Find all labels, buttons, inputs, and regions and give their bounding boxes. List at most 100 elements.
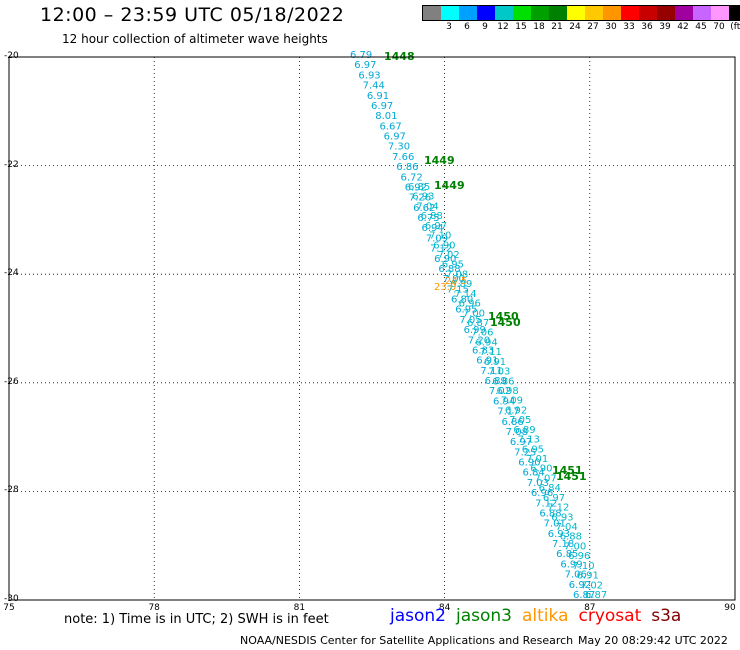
chart-subtitle: 12 hour collection of altimeter wave hei… (62, 32, 328, 46)
scale-label: 30 (605, 22, 617, 32)
scale-label: 6 (464, 22, 470, 32)
wave-height-value: 6.92 (505, 405, 527, 416)
pass-time-label: 1451 (552, 464, 583, 477)
wave-height-value: 6.86 (492, 376, 514, 387)
wave-height-value: 7.14 (454, 289, 476, 300)
scale-swatch (711, 6, 729, 20)
wave-height-value: 6.93 (548, 529, 570, 540)
wave-height-value: 6.84 (539, 483, 561, 494)
wave-height-value: 6.97 (425, 221, 447, 232)
pass-time-label: 1450 (490, 316, 521, 329)
scale-swatch (639, 6, 657, 20)
pass-time-label: 1449 (434, 179, 465, 192)
wave-height-value: 6.99 (560, 559, 582, 570)
wave-height-value: 6.99 (464, 325, 486, 336)
chart-title: 12:00 – 23:59 UTC 05/18/2022 (40, 4, 345, 26)
latitude-label: -24 (4, 268, 19, 279)
scale-swatch (729, 6, 740, 20)
scale-label: 36 (641, 22, 653, 32)
wave-height-value: 7.05 (459, 315, 481, 326)
scale-swatch (441, 6, 459, 20)
scale-swatch (495, 6, 513, 20)
longitude-label: 84 (438, 603, 451, 613)
longitude-label: 78 (148, 603, 160, 613)
generation-timestamp: May 20 08:29:42 UTC 2022 (578, 634, 728, 647)
latitude-label: -26 (4, 376, 19, 387)
wave-height-value: 6.62 (413, 203, 435, 214)
wave-height-value: 6.88 (539, 508, 561, 519)
wave-height-value: 6.83 (472, 345, 494, 356)
wave-height-value: 7.08 (446, 269, 468, 280)
scale-label: 45 (695, 22, 707, 32)
wave-height-value: 6.94 (493, 396, 515, 407)
color-scale-legend (422, 5, 740, 21)
wave-height-value: 6.89 (485, 376, 507, 387)
satellite-legend-item: cryosat (578, 606, 642, 626)
scale-label: 42 (677, 22, 689, 32)
wave-height-value: 6.87 (585, 590, 607, 601)
wave-height-value: 7.10 (572, 561, 594, 572)
pass-time-label: 1451 (556, 470, 587, 483)
scale-swatch (585, 6, 603, 20)
scale-label: 33 (623, 22, 635, 32)
wave-height-value: 6.90 (434, 254, 456, 265)
wave-height-value: 6.91 (577, 571, 599, 582)
scale-swatch (513, 6, 531, 20)
wave-height-value: 6.91 (367, 91, 389, 102)
map-frame (8, 56, 736, 601)
scale-swatch (549, 6, 567, 20)
scale-label: 9 (482, 22, 488, 32)
wave-height-value: 6.87 (467, 318, 489, 329)
scale-swatch (459, 6, 477, 20)
wave-height-value: 6.72 (400, 172, 422, 183)
wave-height-value: 6.95 (522, 444, 544, 455)
wave-height-value: 7.12 (547, 503, 569, 514)
longitude-label: 87 (584, 603, 596, 613)
satellite-legend-item: altika (522, 606, 569, 626)
wave-height-value: 7.02 (489, 386, 511, 397)
wave-height-value: 6.75 (417, 213, 439, 224)
wave-height-value: 6.97 (510, 437, 532, 448)
footer-note: note: 1) Time is in UTC; 2) SWH is in fe… (64, 612, 329, 627)
wave-height-value: 6.93 (358, 70, 380, 81)
wave-height-value: 7.09 (501, 396, 523, 407)
credit-line: NOAA/NESDIS Center for Satellite Applica… (240, 634, 574, 647)
wave-height-value: 6.97 (543, 493, 565, 504)
scale-label: 12 (497, 22, 509, 32)
wave-height-value: 6.97 (354, 60, 376, 71)
scale-swatch (423, 6, 441, 20)
satellite-legend: jason2 jason3 altika cryosat s3a (390, 606, 691, 626)
wave-height-value: 6.96 (531, 488, 553, 499)
wave-height-value: 6.80 (451, 295, 473, 306)
latitude-label: -30 (4, 594, 19, 604)
scale-label: 27 (587, 22, 599, 32)
wave-height-value: 6.89 (450, 279, 472, 290)
wave-height-value: 6.97 (384, 132, 406, 143)
wave-height-value: 6.85 (556, 549, 578, 560)
scale-swatch (567, 6, 585, 20)
wave-height-value: 7.06 (471, 328, 493, 339)
wave-height-value: 6.90 (518, 458, 540, 469)
latitude-label: -22 (4, 159, 19, 170)
pass-time-label: 1450 (488, 310, 519, 323)
wave-height-value: 7.00 (564, 541, 586, 552)
wave-height-value: 7.01 (526, 454, 548, 465)
longitude-label: 75 (3, 603, 15, 613)
wave-height-value: 6.95 (455, 305, 477, 316)
scale-label: 24 (569, 22, 581, 32)
wave-height-value: 6.86 (501, 417, 523, 428)
wave-height-value: 7.00 (463, 308, 485, 319)
wave-height-value: 7.08 (506, 427, 528, 438)
pass-time-label: 1449 (424, 154, 455, 167)
wave-height-value: 6.91 (484, 357, 506, 368)
scale-swatch (531, 6, 549, 20)
satellite-legend-item: s3a (651, 606, 682, 626)
wave-height-value: 7.15 (447, 284, 469, 295)
satellite-legend-item: jason2 (390, 606, 446, 626)
wave-height-value: 6.84 (523, 468, 545, 479)
scale-label: 70 (713, 22, 725, 32)
wave-height-value: 6.85 (408, 182, 430, 193)
wave-height-value: 7.30 (388, 142, 410, 153)
wave-height-value: 7.12 (535, 498, 557, 509)
